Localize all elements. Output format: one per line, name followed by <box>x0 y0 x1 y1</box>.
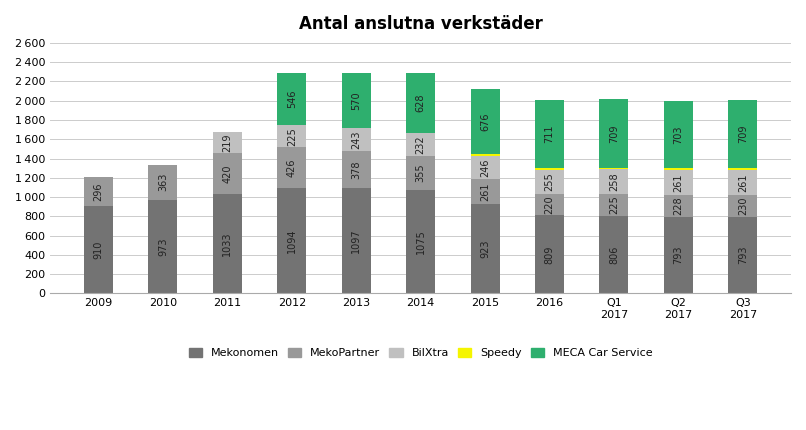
Bar <box>342 73 371 128</box>
Text: 220: 220 <box>545 196 555 214</box>
Bar <box>277 125 306 147</box>
Text: 243: 243 <box>351 130 361 149</box>
Bar <box>406 73 435 133</box>
Text: 420: 420 <box>222 164 232 183</box>
Text: 230: 230 <box>737 197 748 215</box>
Bar <box>213 154 242 194</box>
Legend: Mekonomen, MekoPartner, BilXtra, Speedy, MECA Car Service: Mekonomen, MekoPartner, BilXtra, Speedy,… <box>189 347 652 358</box>
Bar <box>600 216 629 293</box>
Bar <box>664 168 693 170</box>
Text: 628: 628 <box>416 94 426 112</box>
Bar <box>471 205 500 293</box>
Title: Antal anslutna verkstäder: Antal anslutna verkstäder <box>299 15 542 33</box>
Text: 570: 570 <box>351 91 361 110</box>
Text: 225: 225 <box>287 127 297 145</box>
Bar <box>213 194 242 293</box>
Text: 809: 809 <box>545 245 555 264</box>
Text: 1097: 1097 <box>351 228 361 253</box>
Text: 711: 711 <box>545 125 555 143</box>
Bar <box>600 194 629 216</box>
Bar <box>277 73 306 125</box>
Bar <box>729 170 758 195</box>
Bar <box>600 99 629 168</box>
Bar <box>84 177 113 206</box>
Text: 793: 793 <box>673 246 683 264</box>
Text: 910: 910 <box>93 240 103 259</box>
Text: 261: 261 <box>673 173 683 192</box>
Text: 225: 225 <box>609 196 619 214</box>
Text: 973: 973 <box>158 237 168 256</box>
Bar <box>213 132 242 154</box>
Text: 261: 261 <box>480 183 490 201</box>
Bar <box>148 200 177 293</box>
Bar <box>148 165 177 200</box>
Text: 232: 232 <box>416 135 426 154</box>
Text: 1075: 1075 <box>416 229 426 254</box>
Bar <box>664 195 693 217</box>
Text: 709: 709 <box>737 125 748 143</box>
Bar <box>600 169 629 194</box>
Text: 806: 806 <box>609 246 619 264</box>
Text: 1033: 1033 <box>222 231 232 256</box>
Bar <box>342 151 371 188</box>
Bar <box>729 195 758 217</box>
Text: 246: 246 <box>480 158 490 177</box>
Bar <box>535 100 564 168</box>
Bar <box>600 168 629 169</box>
Bar <box>535 194 564 215</box>
Text: 703: 703 <box>673 125 683 144</box>
Text: 923: 923 <box>480 240 490 258</box>
Text: 219: 219 <box>222 134 232 152</box>
Text: 793: 793 <box>737 246 748 264</box>
Bar <box>535 215 564 293</box>
Bar <box>471 156 500 179</box>
Text: 546: 546 <box>287 90 297 108</box>
Bar <box>729 217 758 293</box>
Text: 355: 355 <box>416 163 426 182</box>
Text: 378: 378 <box>351 160 361 179</box>
Bar <box>729 100 758 168</box>
Text: 709: 709 <box>609 124 619 143</box>
Text: 261: 261 <box>737 173 748 191</box>
Bar <box>664 217 693 293</box>
Text: 426: 426 <box>287 158 297 177</box>
Bar <box>729 168 758 170</box>
Bar <box>471 179 500 205</box>
Bar <box>535 168 564 170</box>
Text: 255: 255 <box>545 172 555 191</box>
Bar <box>664 170 693 195</box>
Text: 258: 258 <box>609 172 619 191</box>
Text: 228: 228 <box>673 197 683 215</box>
Bar <box>664 101 693 168</box>
Bar <box>406 133 435 156</box>
Text: 676: 676 <box>480 113 490 131</box>
Bar <box>471 154 500 156</box>
Bar <box>277 188 306 293</box>
Bar <box>84 206 113 293</box>
Bar <box>471 89 500 154</box>
Text: 363: 363 <box>158 173 168 191</box>
Bar <box>342 128 371 151</box>
Bar <box>535 170 564 194</box>
Text: 296: 296 <box>93 182 103 201</box>
Bar <box>406 156 435 190</box>
Bar <box>406 190 435 293</box>
Bar <box>342 188 371 293</box>
Text: 1094: 1094 <box>287 228 297 253</box>
Bar <box>277 147 306 188</box>
